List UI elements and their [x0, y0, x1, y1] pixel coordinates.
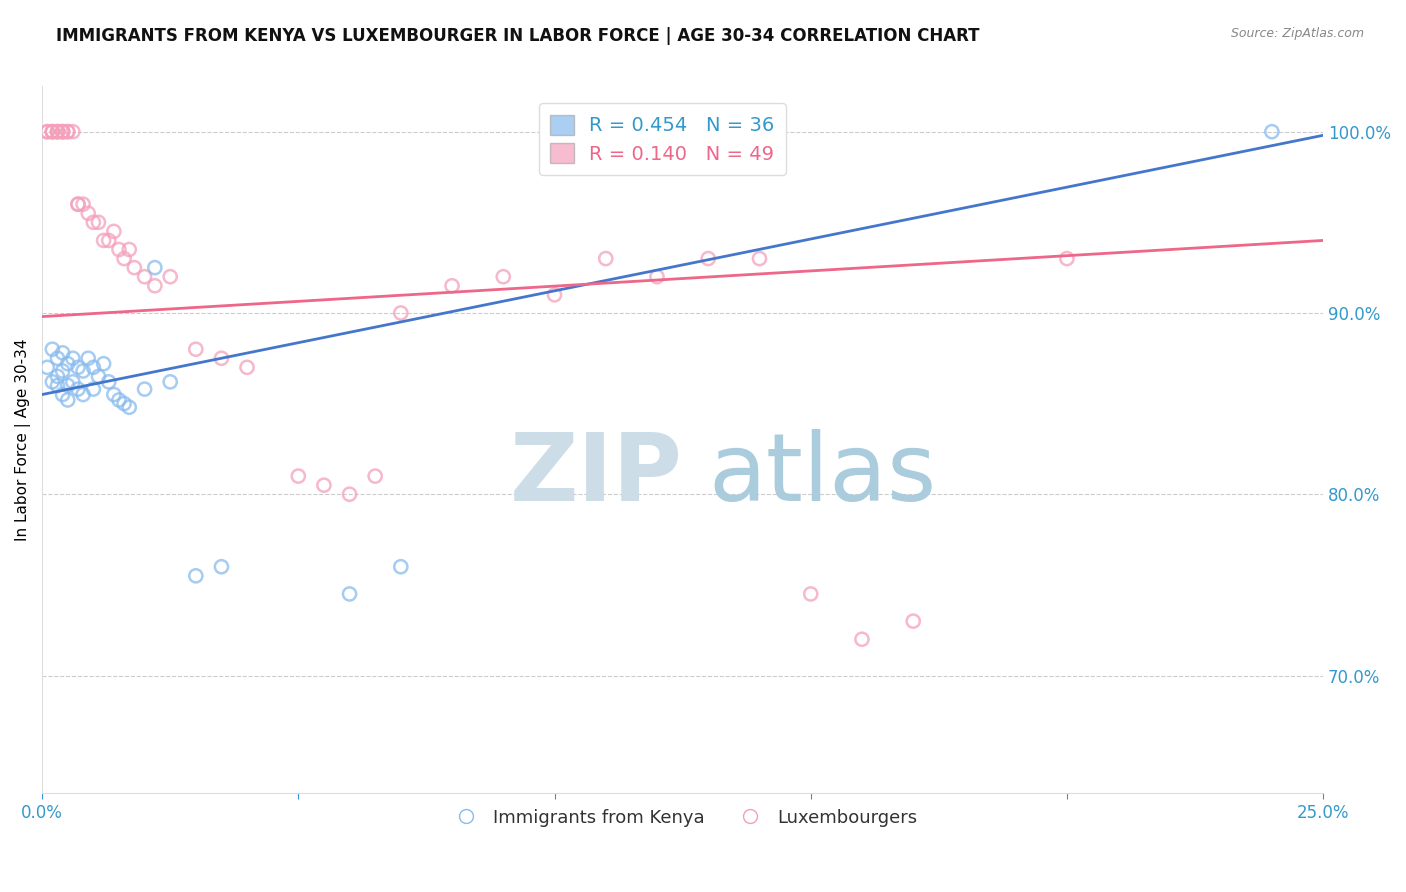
- Point: [159, 269, 181, 284]
- Point: [184, 569, 207, 583]
- Point: [41, 125, 63, 139]
- Text: ZIP: ZIP: [510, 429, 683, 521]
- Point: [211, 351, 233, 366]
- Point: [37, 125, 59, 139]
- Point: [124, 260, 146, 275]
- Point: [46, 369, 69, 384]
- Point: [312, 478, 335, 492]
- Point: [56, 125, 79, 139]
- Text: IMMIGRANTS FROM KENYA VS LUXEMBOURGER IN LABOR FORCE | AGE 30-34 CORRELATION CHA: IMMIGRANTS FROM KENYA VS LUXEMBOURGER IN…: [56, 27, 980, 45]
- Point: [118, 401, 141, 415]
- Point: [41, 342, 63, 356]
- Point: [46, 378, 69, 392]
- Point: [287, 469, 309, 483]
- Point: [441, 278, 464, 293]
- Point: [52, 125, 75, 139]
- Point: [903, 614, 925, 628]
- Point: [159, 375, 181, 389]
- Point: [82, 215, 104, 229]
- Point: [62, 375, 84, 389]
- Text: Source: ZipAtlas.com: Source: ZipAtlas.com: [1230, 27, 1364, 40]
- Point: [211, 559, 233, 574]
- Point: [41, 375, 63, 389]
- Point: [108, 243, 131, 257]
- Point: [1261, 125, 1284, 139]
- Point: [52, 125, 75, 139]
- Point: [800, 587, 823, 601]
- Point: [1056, 252, 1078, 266]
- Point: [72, 197, 94, 211]
- Point: [46, 125, 69, 139]
- Text: atlas: atlas: [709, 429, 936, 521]
- Point: [46, 351, 69, 366]
- Point: [595, 252, 617, 266]
- Point: [41, 125, 63, 139]
- Point: [118, 243, 141, 257]
- Point: [46, 125, 69, 139]
- Point: [56, 392, 79, 407]
- Point: [93, 357, 115, 371]
- Point: [52, 346, 75, 360]
- Point: [66, 360, 89, 375]
- Point: [492, 269, 515, 284]
- Point: [184, 342, 207, 356]
- Point: [103, 224, 125, 238]
- Point: [52, 125, 75, 139]
- Point: [93, 234, 115, 248]
- Point: [112, 396, 135, 410]
- Point: [46, 125, 69, 139]
- Point: [143, 260, 166, 275]
- Point: [97, 234, 120, 248]
- Point: [236, 360, 259, 375]
- Point: [56, 378, 79, 392]
- Point: [62, 351, 84, 366]
- Point: [56, 125, 79, 139]
- Point: [134, 269, 156, 284]
- Point: [37, 360, 59, 375]
- Point: [41, 125, 63, 139]
- Point: [82, 360, 104, 375]
- Point: [66, 197, 89, 211]
- Point: [748, 252, 770, 266]
- Y-axis label: In Labor Force | Age 30-34: In Labor Force | Age 30-34: [15, 339, 31, 541]
- Point: [66, 382, 89, 396]
- Point: [339, 487, 361, 501]
- Point: [52, 364, 75, 378]
- Point: [143, 278, 166, 293]
- Point: [389, 306, 412, 320]
- Point: [87, 215, 110, 229]
- Point: [52, 387, 75, 401]
- Point: [97, 375, 120, 389]
- Point: [134, 382, 156, 396]
- Point: [108, 392, 131, 407]
- Point: [37, 125, 59, 139]
- Point: [56, 357, 79, 371]
- Point: [62, 125, 84, 139]
- Point: [112, 252, 135, 266]
- Point: [103, 387, 125, 401]
- Point: [77, 351, 100, 366]
- Point: [66, 197, 89, 211]
- Point: [364, 469, 387, 483]
- Point: [389, 559, 412, 574]
- Point: [72, 387, 94, 401]
- Point: [339, 587, 361, 601]
- Point: [645, 269, 668, 284]
- Point: [82, 382, 104, 396]
- Point: [697, 252, 720, 266]
- Point: [543, 288, 565, 302]
- Point: [851, 632, 873, 647]
- Point: [77, 206, 100, 220]
- Point: [87, 369, 110, 384]
- Legend: Immigrants from Kenya, Luxembourgers: Immigrants from Kenya, Luxembourgers: [441, 801, 924, 834]
- Point: [72, 364, 94, 378]
